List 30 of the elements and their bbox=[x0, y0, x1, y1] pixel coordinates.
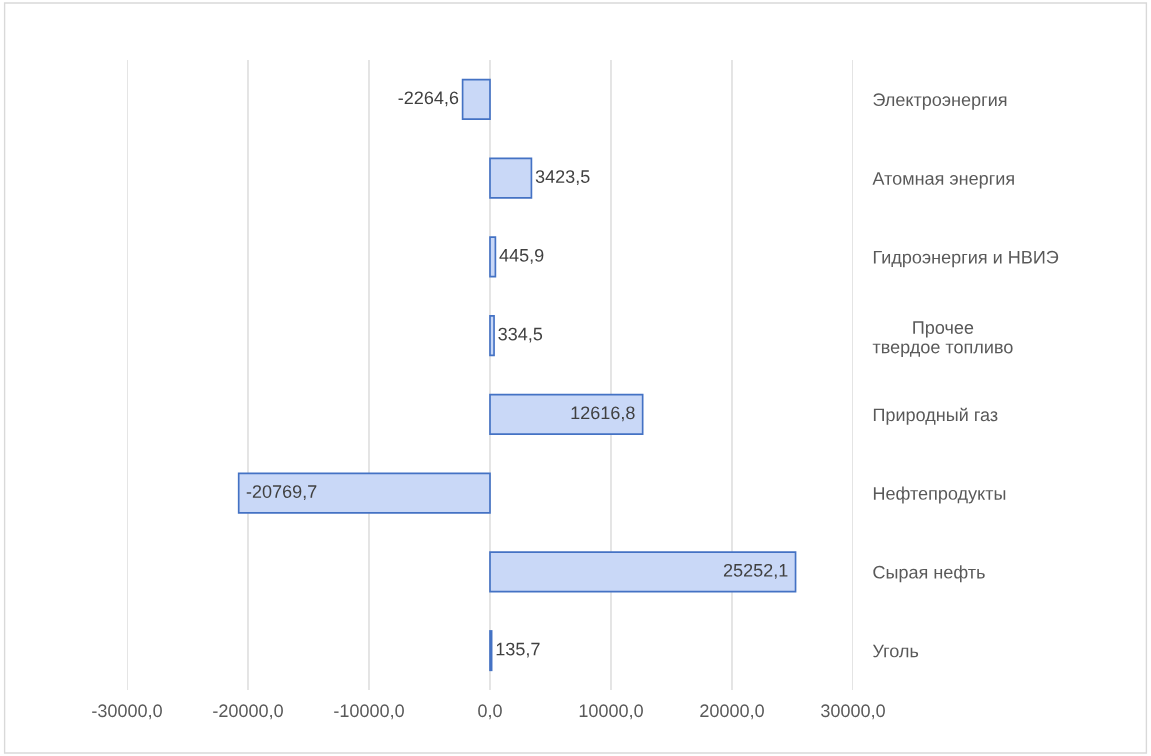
data-label: 334,5 bbox=[498, 327, 543, 343]
x-tick-label: 30000,0 bbox=[821, 704, 885, 720]
y-tick-label: Прочее твердое топливо bbox=[872, 321, 1013, 357]
data-label: 445,9 bbox=[499, 248, 544, 264]
y-tick-label: Электроэнергия bbox=[873, 93, 1007, 110]
data-label: -2264,6 bbox=[398, 91, 459, 107]
y-tick-label: Гидроэнергия и НВИЭ bbox=[873, 250, 1059, 268]
y-tick-label: Атомная энергия bbox=[872, 172, 1014, 189]
y-tick-label: Нефтепродукты bbox=[873, 486, 1006, 504]
bar bbox=[489, 236, 497, 278]
bar bbox=[489, 393, 644, 435]
bar bbox=[237, 472, 491, 514]
data-label: -20769,7 bbox=[246, 485, 317, 501]
bar bbox=[489, 551, 797, 593]
x-tick-label: 0,0 bbox=[478, 704, 502, 720]
bar bbox=[489, 315, 495, 357]
x-tick-label: -20000,0 bbox=[213, 704, 283, 720]
x-tick-label: 10000,0 bbox=[579, 704, 643, 720]
x-tick-label: -30000,0 bbox=[92, 704, 162, 720]
data-label: 3423,5 bbox=[535, 170, 590, 186]
x-tick-label: -10000,0 bbox=[334, 704, 404, 720]
data-label: 135,7 bbox=[496, 642, 540, 658]
y-tick-label: Уголь bbox=[872, 644, 919, 658]
y-tick-label: Сырая нефть bbox=[873, 565, 985, 583]
data-label: 12616,8 bbox=[571, 406, 635, 422]
y-tick-label: Природный газ bbox=[873, 407, 998, 425]
x-tick-label: 20000,0 bbox=[700, 704, 764, 720]
data-label: 25252,1 bbox=[723, 563, 788, 579]
bar bbox=[461, 78, 491, 120]
bar bbox=[489, 157, 533, 199]
